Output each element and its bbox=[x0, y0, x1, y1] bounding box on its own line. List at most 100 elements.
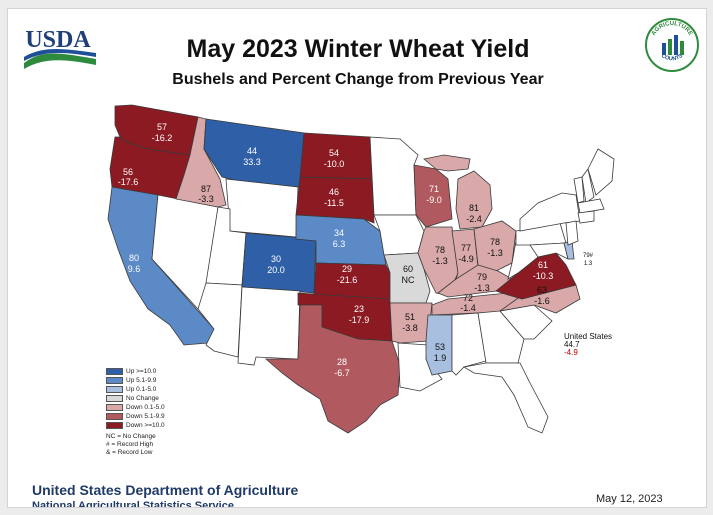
legend-item: Down 0.1-5.0 bbox=[106, 403, 165, 412]
label-tn-yield: 72 bbox=[463, 293, 473, 303]
us-total-label: United States bbox=[564, 332, 613, 341]
label-ne-yield: 34 bbox=[334, 228, 344, 238]
usda-logo-text: USDA bbox=[25, 27, 91, 53]
legend-item: Down >=10.0 bbox=[106, 421, 165, 430]
state-ar bbox=[389, 302, 433, 344]
legend-item: Down 5.1-9.9 bbox=[106, 412, 165, 421]
label-wi-yield: 71 bbox=[429, 184, 439, 194]
label-ca-yield: 80 bbox=[129, 253, 139, 263]
label-mo-change: NC bbox=[402, 275, 415, 285]
label-de-yield: 79# bbox=[583, 253, 594, 259]
label-mi-change: -2.4 bbox=[466, 214, 482, 224]
label-mi-yield: 81 bbox=[469, 203, 479, 213]
label-nc-change: -1.6 bbox=[534, 296, 550, 306]
us-total-change: -4.9 bbox=[564, 348, 578, 357]
legend-swatch bbox=[106, 377, 123, 384]
state-sd bbox=[295, 176, 375, 224]
label-wa-yield: 57 bbox=[157, 122, 167, 132]
state-tx bbox=[264, 304, 401, 434]
state-nh bbox=[581, 168, 595, 204]
label-oh-yield: 78 bbox=[490, 237, 500, 247]
label-ar-yield: 51 bbox=[405, 312, 415, 322]
label-nc-yield: 63 bbox=[537, 285, 547, 295]
legend-item: Up >=10.0 bbox=[106, 367, 165, 376]
slide: USDA AGRICULTURE COUNTS May 2023 Winter … bbox=[7, 8, 707, 508]
state-md bbox=[529, 242, 569, 260]
legend-label: Up 5.1-9.9 bbox=[126, 377, 157, 384]
label-il-change: -1.3 bbox=[432, 256, 448, 266]
label-nd-yield: 54 bbox=[329, 148, 339, 158]
map-subtitle: Bushels and Percent Change from Previous… bbox=[172, 71, 544, 88]
label-ms-yield: 53 bbox=[435, 342, 445, 352]
label-mt-yield: 44 bbox=[247, 146, 257, 156]
state-mi bbox=[455, 170, 493, 230]
legend-label: Up 0.1-5.0 bbox=[126, 386, 157, 393]
label-mt-change: 33.3 bbox=[243, 157, 261, 167]
state-mn bbox=[369, 136, 419, 216]
label-mo-yield: 60 bbox=[403, 264, 413, 274]
legend-item: Up 0.1-5.0 bbox=[106, 385, 165, 394]
legend-label: No Change bbox=[126, 395, 159, 402]
us-total-yield: 44.7 bbox=[564, 340, 580, 349]
footer-organization: United States Department of Agriculture bbox=[32, 482, 299, 498]
label-id-yield: 87 bbox=[201, 184, 211, 194]
label-ky-yield: 79 bbox=[477, 272, 487, 282]
usda-logo: USDA bbox=[24, 27, 96, 69]
legend-item: No Change bbox=[106, 394, 165, 403]
label-tn-change: -1.4 bbox=[460, 303, 476, 313]
label-ar-change: -3.8 bbox=[402, 323, 418, 333]
legend-note-no-change: NC = No Change bbox=[106, 433, 156, 440]
label-oh-change: -1.3 bbox=[487, 248, 503, 258]
label-or-change: -17.6 bbox=[118, 177, 139, 187]
state-nj bbox=[565, 220, 579, 246]
label-sd-yield: 46 bbox=[329, 187, 339, 197]
state-mi-up bbox=[423, 154, 471, 172]
label-in-change: -4.9 bbox=[458, 254, 474, 264]
label-co-change: 20.0 bbox=[267, 265, 285, 275]
legend-label: Down 0.1-5.0 bbox=[126, 404, 165, 411]
us-wheat-yield-map: 57 -16.2 56 -17.6 87 -3.3 44 33.3 54 -10… bbox=[107, 104, 615, 434]
state-nm bbox=[237, 286, 301, 366]
legend-swatch bbox=[106, 368, 123, 375]
state-ma bbox=[577, 198, 605, 214]
legend-swatch bbox=[106, 404, 123, 411]
state-me bbox=[587, 148, 615, 196]
label-or-yield: 56 bbox=[123, 167, 133, 177]
label-va-change: -10.3 bbox=[533, 271, 554, 281]
agriculture-counts-logo: AGRICULTURE COUNTS bbox=[645, 18, 699, 72]
svg-text:COUNTS: COUNTS bbox=[660, 53, 684, 62]
legend-swatch bbox=[106, 422, 123, 429]
label-ks-change: -21.6 bbox=[337, 275, 358, 285]
state-ct bbox=[577, 210, 595, 224]
label-ok-change: -17.9 bbox=[349, 315, 370, 325]
state-ky bbox=[437, 264, 513, 298]
state-ga bbox=[477, 310, 525, 364]
label-co-yield: 30 bbox=[271, 254, 281, 264]
footer-service: National Agricultural Statistics Service bbox=[32, 500, 234, 508]
label-ok-yield: 23 bbox=[354, 304, 364, 314]
label-in-yield: 77 bbox=[461, 243, 471, 253]
state-shapes bbox=[107, 104, 615, 434]
label-sd-change: -11.5 bbox=[324, 198, 344, 208]
legend-label: Up >=10.0 bbox=[126, 368, 157, 375]
label-ks-yield: 29 bbox=[342, 264, 352, 274]
label-va-yield: 61 bbox=[538, 260, 548, 270]
legend-note-record-low: & = Record Low bbox=[106, 449, 153, 456]
label-wa-change: -16.2 bbox=[152, 133, 173, 143]
footer-date: May 12, 2023 bbox=[596, 493, 663, 505]
state-vt bbox=[573, 176, 585, 204]
legend-swatch bbox=[106, 395, 123, 402]
label-il-yield: 78 bbox=[435, 245, 445, 255]
legend-note-record-high: # = Record High bbox=[106, 441, 154, 448]
legend-swatch bbox=[106, 413, 123, 420]
label-ms-change: 1.9 bbox=[434, 353, 447, 363]
label-wi-change: -9.0 bbox=[426, 195, 442, 205]
map-legend: Up >=10.0 Up 5.1-9.9 Up 0.1-5.0 No Change Do… bbox=[106, 367, 165, 457]
label-tx-yield: 28 bbox=[337, 357, 347, 367]
map-title: May 2023 Winter Wheat Yield bbox=[186, 35, 530, 63]
legend-swatch bbox=[106, 386, 123, 393]
label-ky-change: -1.3 bbox=[474, 283, 490, 293]
state-wy bbox=[225, 178, 299, 238]
legend-label: Down 5.1-9.9 bbox=[126, 413, 165, 420]
label-ca-change: 9.6 bbox=[128, 264, 141, 274]
